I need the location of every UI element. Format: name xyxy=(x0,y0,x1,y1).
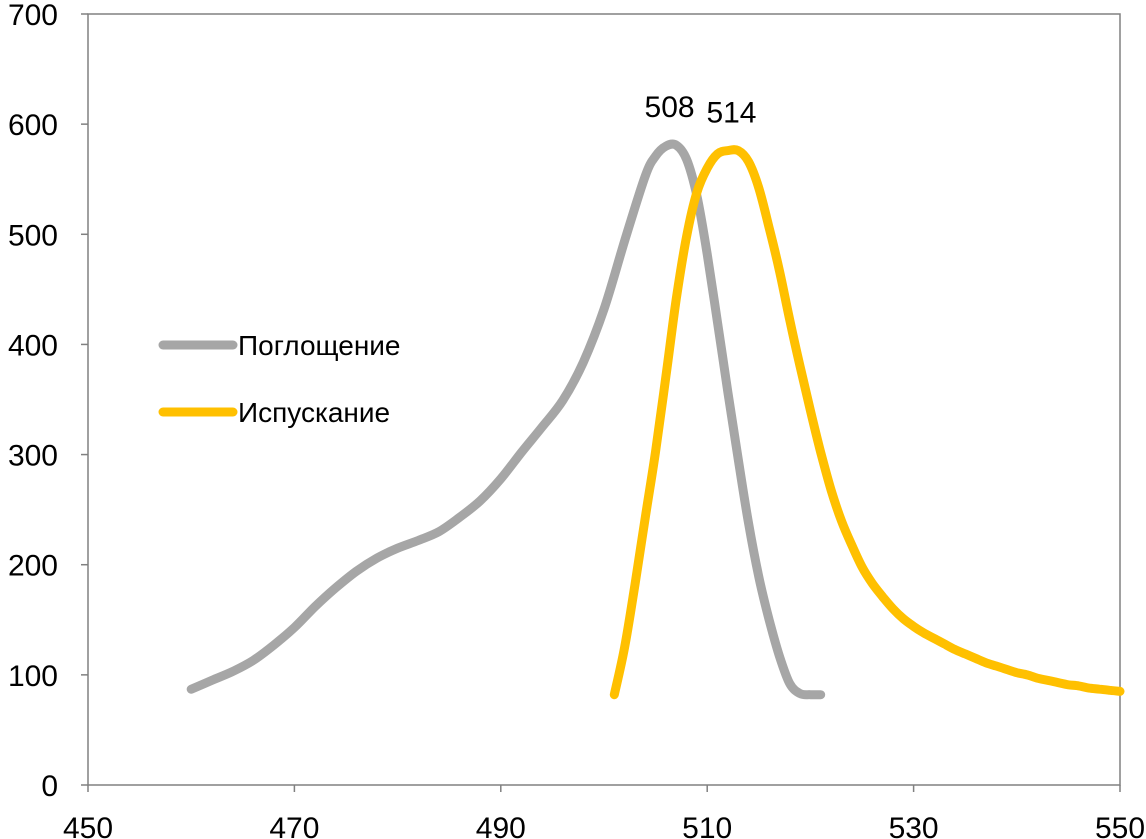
x-axis: 450 470 490 510 530 550 xyxy=(63,785,1145,839)
peak-label-508: 508 xyxy=(645,91,695,124)
y-tick-label: 500 xyxy=(8,219,58,252)
x-tick-label: 550 xyxy=(1095,812,1145,839)
y-tick-label: 100 xyxy=(8,660,58,693)
y-tick-label: 700 xyxy=(8,0,58,32)
series-line-absorption xyxy=(186,139,826,700)
x-tick-label: 530 xyxy=(889,812,939,839)
series-layer xyxy=(186,139,1125,700)
x-tick-label: 470 xyxy=(269,812,319,839)
series-line-emission xyxy=(609,145,1125,700)
legend-label-absorption: Поглощение xyxy=(238,330,401,361)
y-tick-label: 200 xyxy=(8,550,58,583)
peak-label-514: 514 xyxy=(706,97,756,130)
x-tick-label: 490 xyxy=(476,812,526,839)
peak-labels: 508 514 xyxy=(645,91,757,130)
x-tick-label: 450 xyxy=(63,812,113,839)
legend: Поглощение Испускание xyxy=(158,330,401,428)
legend-label-emission: Испускание xyxy=(238,397,390,428)
y-tick-label: 0 xyxy=(41,770,58,803)
y-axis: 0 100 200 300 400 500 600 700 xyxy=(8,0,88,803)
y-tick-label: 300 xyxy=(8,440,58,473)
y-tick-label: 600 xyxy=(8,109,58,142)
y-tick-label: 400 xyxy=(8,329,58,362)
x-tick-label: 510 xyxy=(682,812,732,839)
